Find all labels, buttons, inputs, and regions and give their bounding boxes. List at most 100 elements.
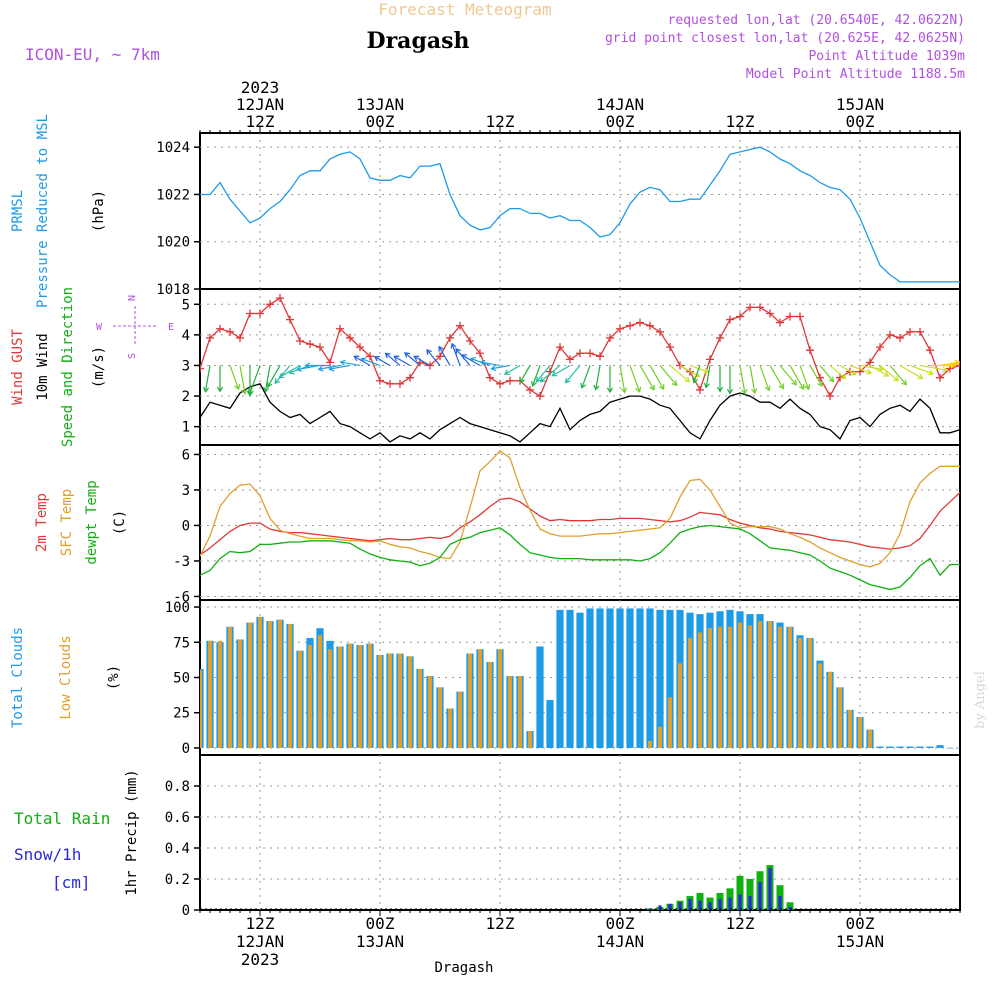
cloud-low-bar	[818, 663, 822, 748]
bottom-time-label: 00Z	[846, 914, 875, 933]
cloud-low-bar	[268, 621, 272, 748]
temp-panel: -6 -3 0 3 6 2m Temp SFC Temp dewpt Temp (C)	[34, 444, 961, 605]
wind-dir-arrowhead	[216, 386, 224, 393]
cloud-low-bar	[668, 697, 672, 748]
wind-dir-arrowhead	[288, 368, 295, 375]
cloud-low-bar	[858, 716, 862, 748]
cloud-total-bar	[886, 746, 894, 748]
wind-dir-arrow	[649, 365, 665, 390]
gust-marker	[756, 303, 764, 312]
cloud-low-bar	[218, 640, 222, 748]
gust-marker	[596, 352, 604, 361]
gust-marker	[666, 343, 674, 352]
watermark: by Angel	[973, 671, 988, 729]
wind-dir-arrow	[461, 354, 481, 366]
gust-marker	[526, 385, 534, 394]
precip-ytick-label: 0.4	[165, 841, 190, 857]
wind-dir-arrow	[849, 364, 872, 374]
wind-dir-arrow	[799, 365, 810, 390]
wind-dir-arrow	[779, 365, 797, 386]
bottom-time-label: 12JAN	[236, 932, 284, 951]
wind-dir-arrow	[204, 365, 211, 392]
wind-dir-arrow	[279, 364, 301, 378]
wind-dir-arrowhead	[328, 365, 335, 372]
model-name: ICON-EU, ~ 7km	[25, 45, 160, 64]
gust-marker	[246, 309, 254, 318]
cloud-low-bar	[848, 709, 852, 748]
wind-dir-arrow	[919, 364, 947, 371]
clouds-ytick-label: 25	[173, 706, 190, 722]
precip-ytick-label: 0	[182, 903, 190, 919]
cloud-low-bar	[788, 626, 792, 748]
temp-ytick-label: 0	[182, 518, 190, 534]
wind-dir-arrowhead	[393, 355, 400, 362]
gust-marker	[646, 321, 654, 330]
wind-dir-arrow	[595, 365, 601, 390]
wind-dir-arrow	[504, 364, 521, 375]
gust-marker	[736, 312, 744, 321]
wind-dir-arrowhead	[490, 365, 497, 372]
cloud-low-bar	[408, 656, 412, 748]
wind-series-group	[200, 294, 960, 443]
cloud-total-bar	[596, 608, 604, 748]
wind-dir-arrow	[639, 365, 655, 391]
precip-ytick-label: 0.6	[165, 810, 190, 826]
gust-marker	[556, 343, 564, 352]
wind-dir-arrow	[869, 364, 889, 377]
temp-ylabel: SFC Temp	[59, 489, 75, 556]
wind-dir-arrow	[329, 364, 351, 370]
precip-frame	[199, 754, 961, 911]
wind-dir-arrow	[789, 365, 805, 390]
bottom-time-label: 12Z	[486, 914, 515, 933]
cloud-total-bar	[616, 608, 624, 748]
temp-ylabel: dewpt Temp	[84, 480, 100, 564]
precip-panel: 0 0.2 0.4 0.6 0.8 1hr Precip (mm) Total Rain Sn…	[14, 754, 961, 919]
temp-series-group	[200, 450, 960, 591]
wind-dir-arrow	[540, 365, 561, 383]
temp-ytick-label: -3	[173, 554, 190, 570]
gust-marker	[316, 343, 324, 352]
pressure-ytick-label: 1022	[156, 187, 190, 203]
cloud-total-bar	[896, 746, 904, 748]
clouds-ytick-label: 0	[182, 741, 190, 757]
requested-coords: requested lon,lat (20.6540E, 42.0622N)	[668, 13, 965, 28]
temp-series-dewpt-temp	[200, 524, 960, 591]
pressure-series-prmsl	[200, 146, 960, 283]
temp-ylabel: 2m Temp	[34, 493, 50, 552]
cloud-low-bar	[808, 638, 812, 748]
gust-marker	[336, 324, 344, 333]
wind-dir-arrow	[749, 365, 756, 394]
cloud-low-bar	[658, 726, 662, 748]
cloud-low-bar	[698, 632, 702, 748]
point-altitude: Point Altitude 1039m	[808, 49, 965, 64]
clouds-ytick-label: 100	[165, 600, 190, 616]
wind-dir-arrowhead	[241, 388, 248, 395]
precip-snow-bar	[748, 896, 752, 910]
cloud-low-bar	[308, 645, 312, 748]
cloud-total-bar	[906, 746, 914, 748]
wind-dir-arrow	[267, 365, 281, 387]
bottom-time-label: 00Z	[606, 914, 635, 933]
gust-marker	[276, 294, 284, 303]
cloud-low-bar	[238, 639, 242, 748]
wind-dir-arrowhead	[267, 381, 273, 388]
gust-marker	[876, 343, 884, 352]
wind-dir-arrow	[361, 358, 381, 367]
gust-marker	[726, 315, 734, 324]
gust-marker	[746, 303, 754, 312]
wind-dir-arrow	[889, 365, 907, 386]
temp-ytick-label: 6	[182, 447, 190, 463]
wind-dir-arrowhead	[304, 362, 311, 369]
wind-dir-arrow	[949, 361, 960, 367]
precip-legend-item: Snow/1h	[14, 845, 81, 864]
precip-ytick-label: 0.8	[165, 779, 190, 795]
footer-location: Dragash	[434, 960, 493, 976]
cloud-low-bar	[798, 638, 802, 748]
gust-marker	[476, 349, 484, 358]
cloud-low-bar	[208, 640, 212, 748]
precip-snow-bar	[778, 896, 782, 910]
wind-dir-arrow	[340, 361, 361, 367]
wind-ytick-label: 2	[182, 389, 190, 405]
wind-dir-arrowhead	[234, 384, 241, 391]
wind-dir-arrow	[819, 365, 834, 382]
